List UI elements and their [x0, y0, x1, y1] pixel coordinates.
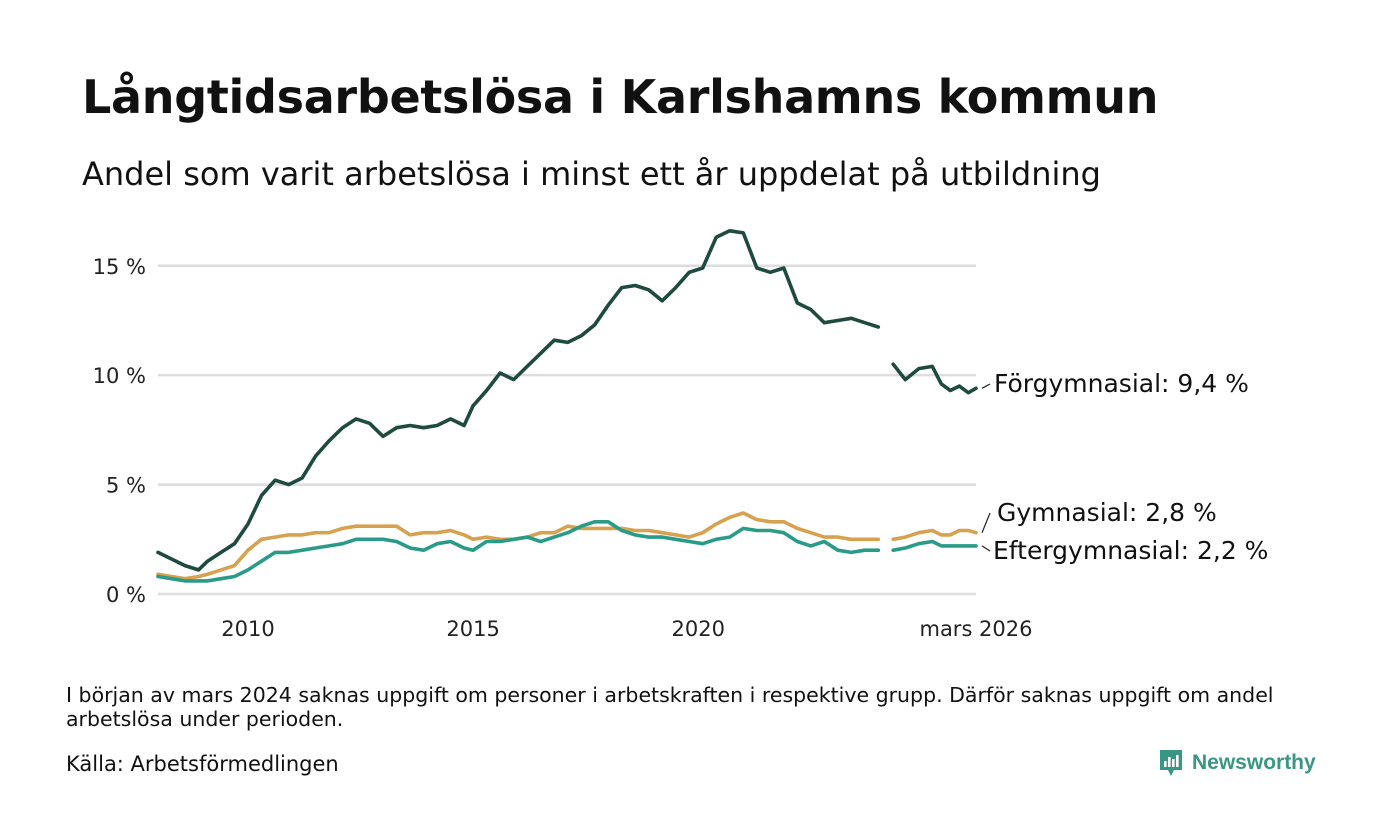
series-label-gymnasial: Gymnasial: 2,8 %	[997, 498, 1217, 527]
chart-subtitle: Andel som varit arbetslösa i minst ett å…	[82, 155, 1101, 193]
brand-name: Newsworthy	[1192, 751, 1316, 774]
source-credit: Källa: Arbetsförmedlingen	[66, 752, 339, 776]
series-lines	[156, 229, 978, 583]
series-labels: Förgymnasial: 9,4 % Gymnasial: 2,8 % Efter…	[981, 369, 1268, 565]
brand-logo[interactable]: Newsworthy	[1158, 748, 1316, 778]
label-leader-line	[981, 512, 991, 533]
newsworthy-logo-icon	[1160, 750, 1182, 776]
x-tick-label: mars 2026	[919, 617, 1032, 641]
chart-title: Långtidsarbetslösa i Karlshamns kommun	[82, 70, 1159, 124]
y-tick-label: 5 %	[106, 474, 146, 498]
x-tick-label: 2020	[672, 617, 725, 641]
series-label-förgymnasial: Förgymnasial: 9,4 %	[994, 369, 1249, 398]
series-line-förgymnasial-segment-1	[156, 229, 881, 572]
y-axis-ticks: 0 % 5 % 10 % 15 %	[93, 255, 146, 607]
x-tick-label: 2010	[221, 617, 274, 641]
y-tick-label: 0 %	[106, 583, 146, 607]
x-axis-ticks: 2010 2015 2020 mars 2026	[221, 617, 1032, 641]
series-label-eftergymnasial: Eftergymnasial: 2,2 %	[993, 536, 1268, 565]
series-line-förgymnasial-segment-2	[891, 362, 978, 395]
gridlines	[158, 264, 976, 596]
label-leader-line	[981, 545, 991, 552]
footnote: I början av mars 2024 saknas uppgift om …	[66, 683, 1274, 731]
x-tick-label: 2015	[446, 617, 499, 641]
label-leader-line	[981, 383, 991, 389]
y-tick-label: 15 %	[93, 255, 146, 279]
series-line-gymnasial-segment-2	[891, 528, 978, 542]
line-chart: 0 % 5 % 10 % 15 % 2010 2015 2020 mars 2026 För…	[93, 229, 1268, 641]
series-line-eftergymnasial-segment-2	[891, 539, 978, 552]
series-line-eftergymnasial-segment-1	[156, 520, 881, 583]
series-line-gymnasial-segment-1	[156, 511, 881, 581]
y-tick-label: 10 %	[93, 364, 146, 388]
